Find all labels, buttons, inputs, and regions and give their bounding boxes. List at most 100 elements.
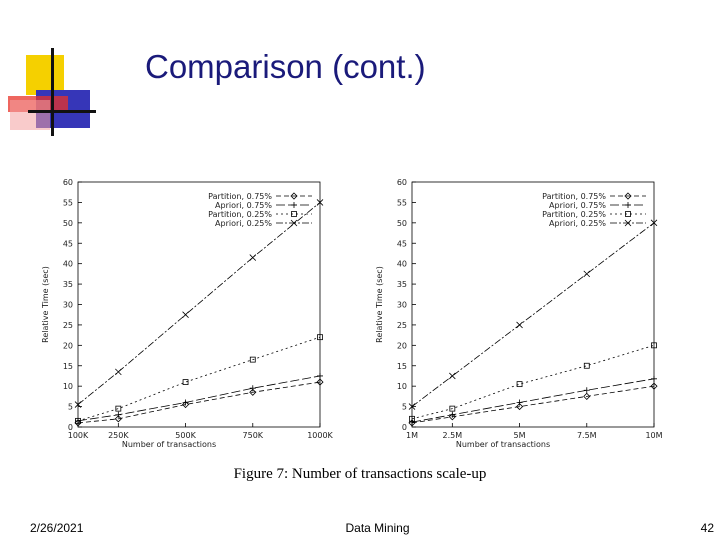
right-series-cross-point (408, 403, 416, 410)
right-ylabel: Relative Time (sec) (375, 266, 384, 343)
right-legend-label: Apriori, 0.75% (549, 201, 606, 210)
right-legend-label: Partition, 0.75% (542, 192, 606, 201)
right-series-diamond-point (448, 413, 456, 421)
chart-left: 0 5 10 15 20 25 30 35 40 45 50 55 60 100K 250K 500K 750K… (41, 178, 334, 449)
right-ytick-label: 5 (402, 403, 407, 412)
right-ytick-label: 10 (397, 382, 407, 391)
logo-yellow-square (26, 55, 64, 95)
left-legend-label: Apriori, 0.75% (215, 201, 272, 210)
right-ytick-label: 50 (397, 219, 407, 228)
left-legend-marker (291, 202, 297, 208)
right-ytick-label: 25 (397, 321, 407, 330)
left-xtick-label: 1000K (307, 431, 333, 440)
right-xtick-label: 10M (645, 431, 662, 440)
left-legend-label: Partition, 0.75% (208, 192, 272, 201)
right-series-plus-point (651, 375, 657, 382)
left-ytick-label: 5 (68, 403, 73, 412)
left-ytick-label: 30 (63, 301, 73, 310)
left-ytick-label: 20 (63, 341, 73, 350)
footer-page-number: 42 (700, 521, 714, 535)
left-ytick-label: 45 (63, 239, 73, 248)
footer-date: 2/26/2021 (30, 521, 84, 535)
left-legend-marker (290, 219, 298, 227)
left-xtick-label: 500K (175, 431, 196, 440)
right-ytick-label: 40 (397, 260, 407, 269)
right-series-diamond (408, 382, 658, 427)
right-series-cross-line (411, 222, 655, 407)
left-series-diamond (74, 378, 324, 427)
chart-right: 0 5 10 15 20 25 30 35 40 45 50 55 60 1M 2.5M 5M 7.5M 10M N… (375, 178, 663, 449)
left-xtick-label: 750K (243, 431, 264, 440)
left-series-diamond-point (181, 400, 190, 409)
left-ytick-label: 55 (63, 198, 73, 207)
left-series-diamond-point (249, 388, 257, 396)
right-series-diamond-point (583, 392, 591, 400)
right-legend-label: Partition, 0.25% (542, 210, 606, 219)
left-series-cross-point (249, 254, 257, 261)
left-series-square (75, 334, 323, 424)
left-series-diamond-line (77, 381, 321, 424)
left-ytick-label: 10 (63, 382, 73, 391)
left-ytick-label: 35 (63, 280, 73, 289)
left-series-diamond-point (74, 419, 82, 427)
right-series-plus-point (516, 399, 523, 406)
left-ytick-label: 25 (63, 321, 73, 330)
right-series-square-point (583, 362, 590, 369)
right-series-square-line (411, 344, 655, 420)
right-series-cross-point (516, 321, 523, 329)
left-series-diamond-point (114, 415, 122, 423)
right-xtick-label: 2.5M (443, 431, 463, 440)
left-plot-frame (77, 181, 321, 428)
right-legend-label: Apriori, 0.25% (549, 219, 606, 228)
left-legend-label: Apriori, 0.25% (215, 219, 272, 228)
left-legend-label: Partition, 0.25% (208, 210, 272, 219)
logo (8, 48, 96, 136)
logo-pink-block (10, 100, 50, 130)
logo-horizontal-line (28, 110, 96, 113)
right-series-cross-point (650, 219, 658, 227)
right-series-square-point (409, 415, 415, 422)
left-series-plus-line (77, 375, 321, 422)
left-series-cross-point (316, 199, 324, 206)
right-ytick-label: 55 (397, 198, 407, 207)
right-series-square-point (449, 405, 456, 412)
left-series-square-line (77, 336, 321, 422)
right-series-square (409, 342, 657, 422)
right-series-diamond-point (515, 403, 524, 411)
right-series-cross-point (449, 372, 456, 380)
right-series-plus-line (411, 378, 655, 423)
left-series-cross (74, 199, 324, 408)
right-ytick-label: 60 (397, 178, 407, 187)
left-series-cross-point (115, 368, 122, 376)
left-series-square-point (249, 356, 256, 363)
right-ytick-label: 35 (397, 280, 407, 289)
left-ytick-label: 40 (63, 260, 73, 269)
right-ytick-label: 15 (397, 362, 407, 371)
right-series-plus (409, 375, 657, 426)
left-series-plus (75, 372, 323, 424)
left-ytick-label: 15 (63, 362, 73, 371)
right-xtick-label: 5M (514, 431, 526, 440)
left-series-cross-point (182, 311, 189, 318)
left-xtick-label: 250K (108, 431, 129, 440)
left-series-cross-line (77, 202, 321, 405)
right-series-square-point (651, 342, 657, 349)
left-series-square-point (75, 417, 81, 424)
right-xtick-label: 7.5M (577, 431, 597, 440)
left-legend-marker (291, 211, 297, 217)
left-ytick-label: 50 (63, 219, 73, 228)
right-series-plus-point (449, 411, 456, 418)
left-ytick-label: 0 (68, 423, 73, 432)
right-xtick-label: 1M (406, 431, 418, 440)
slide-title: Comparison (cont.) (145, 48, 426, 85)
right-series-cross (408, 219, 658, 410)
left-series-plus-point (182, 399, 189, 406)
right-legend-marker (624, 219, 632, 227)
left-series-square-point (115, 405, 122, 412)
left-legend-marker (290, 192, 298, 200)
right-plot-frame (411, 181, 655, 428)
left-series-diamond-point (316, 378, 324, 386)
left-series-plus-point (317, 372, 323, 379)
right-ytick-label: 45 (397, 239, 407, 248)
figure-caption: Figure 7: Number of transactions scale-u… (233, 466, 487, 482)
